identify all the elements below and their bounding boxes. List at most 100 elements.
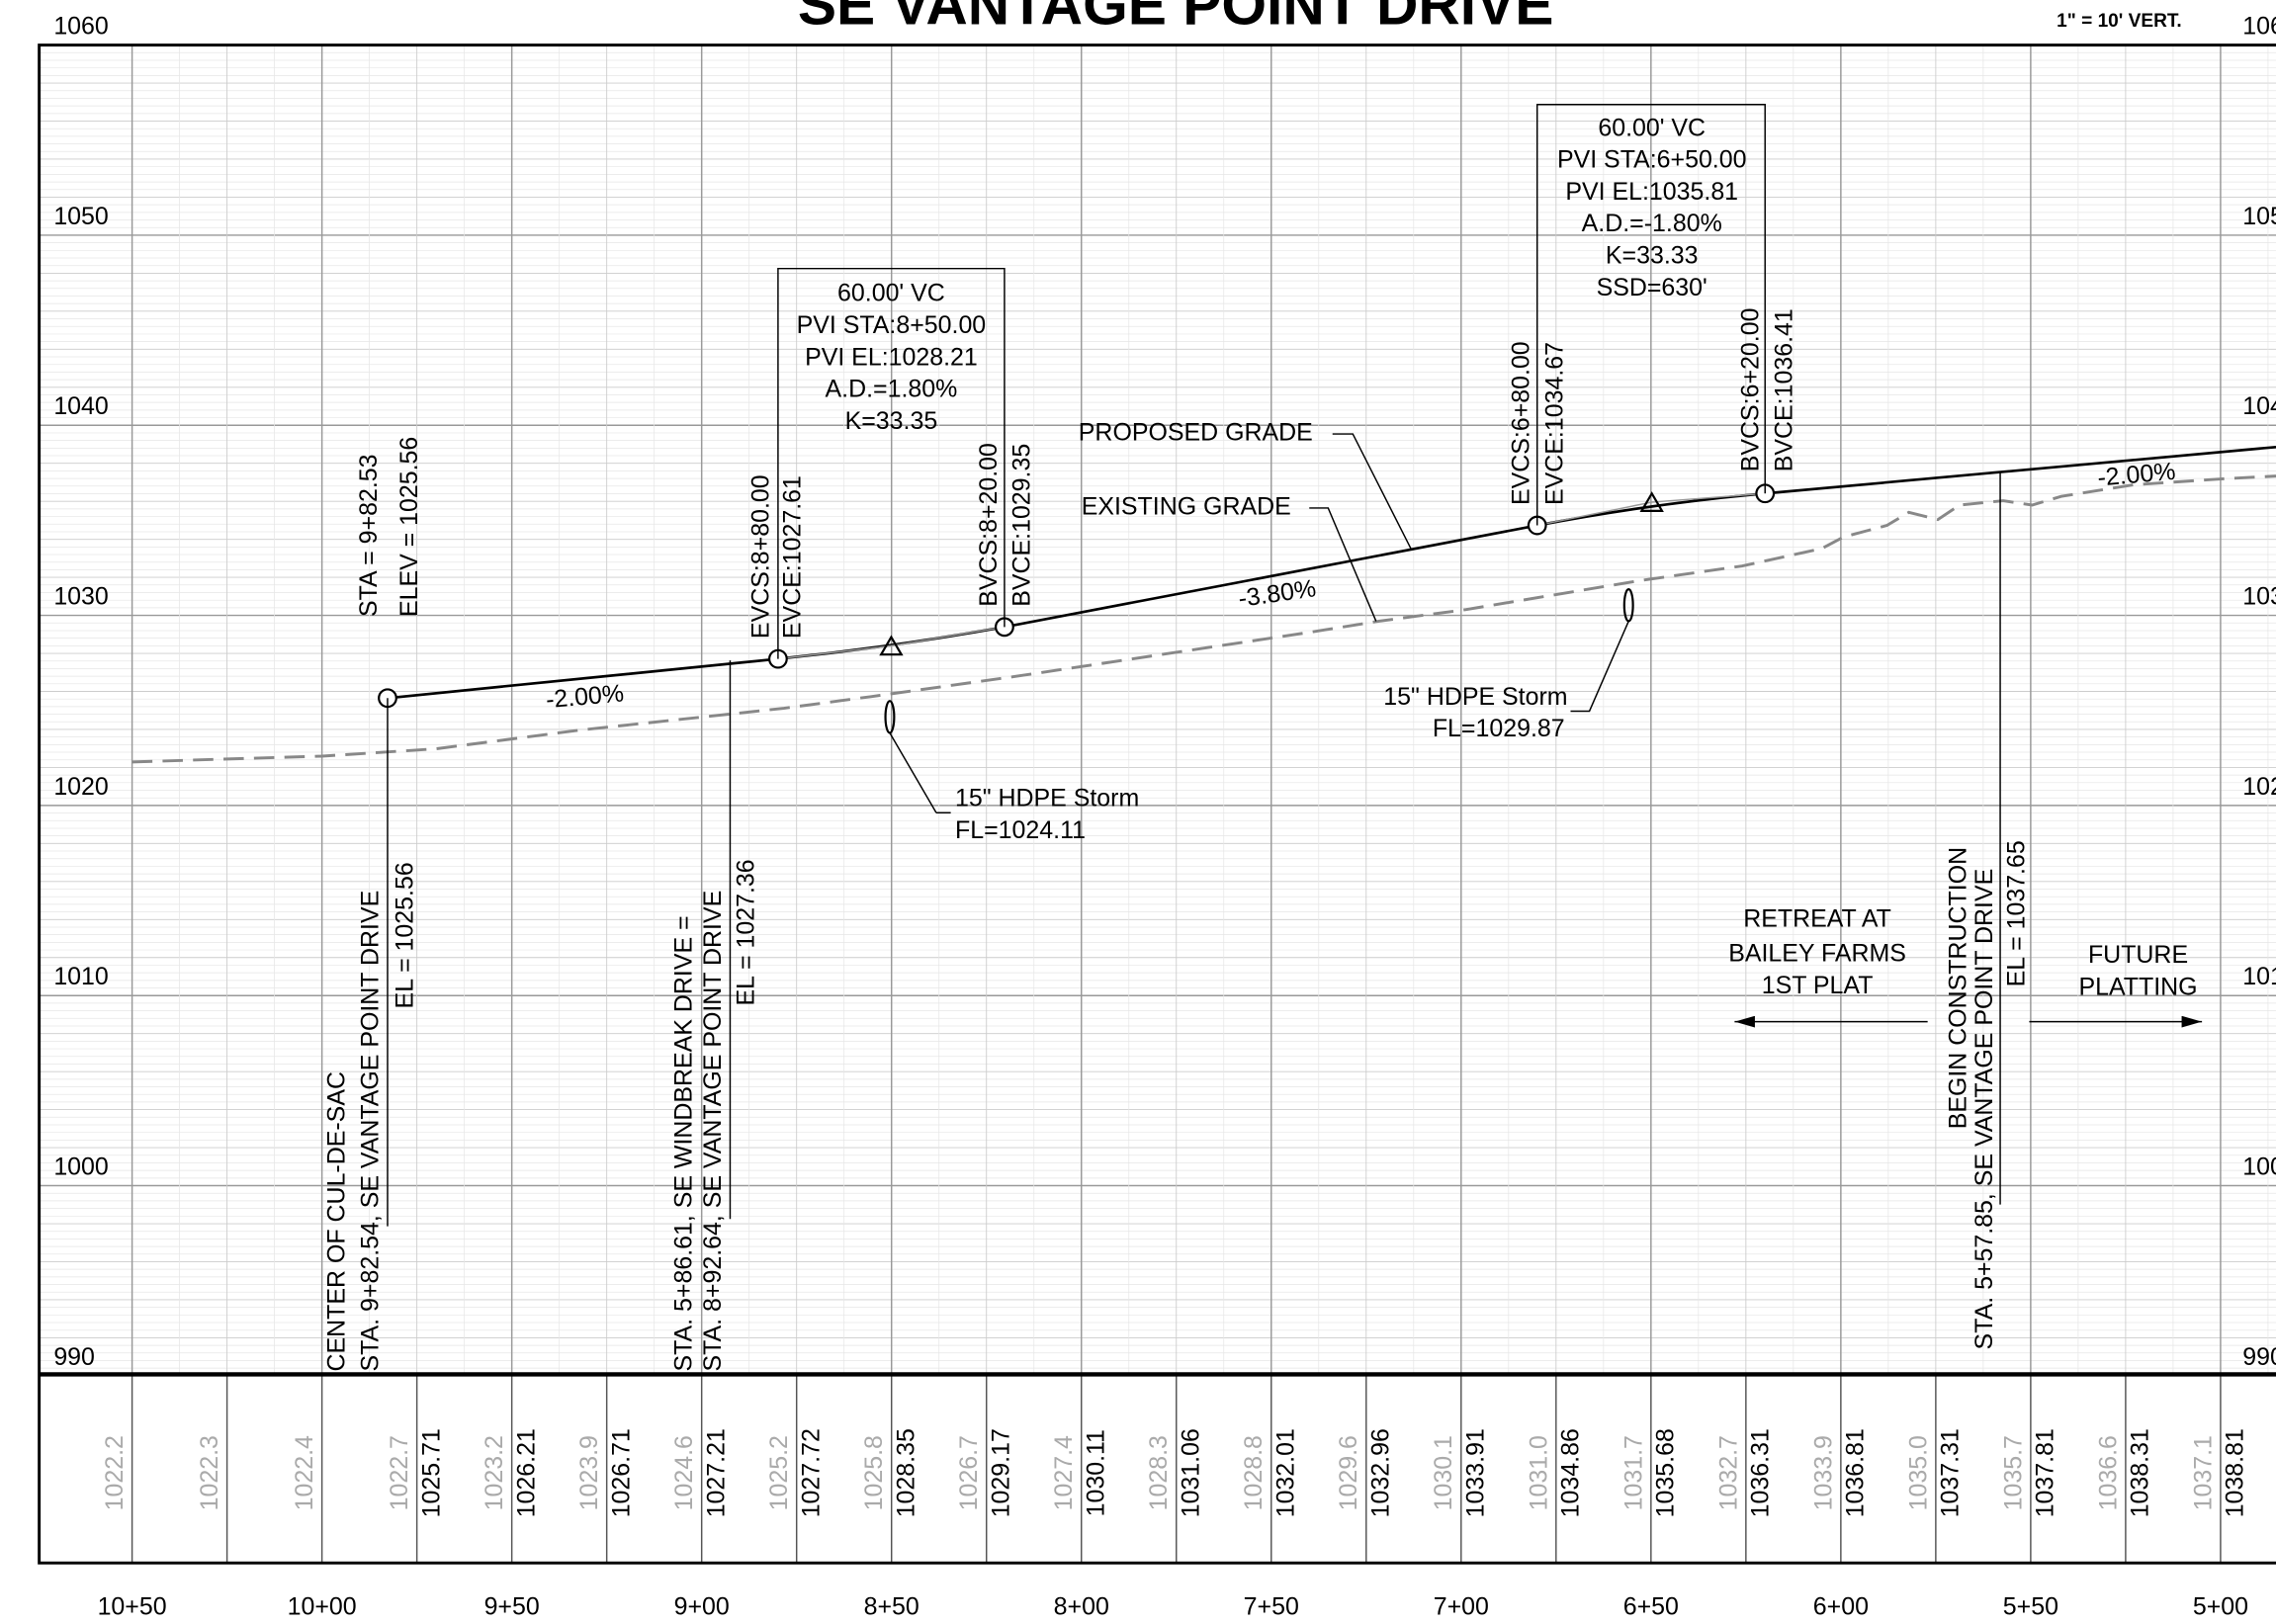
existing-elevation: 1035.7: [1999, 1435, 2027, 1510]
frame: [38, 43, 2276, 1565]
existing-elevation: 1028.3: [1145, 1435, 1173, 1510]
elevation-label: 1050: [2242, 203, 2276, 230]
rotated-label: BVCE:1036.41: [1770, 308, 1797, 471]
existing-elevation: 1036.6: [2094, 1435, 2122, 1510]
proposed-elevation: 1037.31: [1937, 1428, 1965, 1517]
rotated-label: STA. 5+86.61, SE WINDBREAK DRIVE =: [670, 915, 698, 1371]
elevation-label: 1010: [53, 963, 108, 990]
vc-box: [1535, 104, 1766, 526]
elevation-label: 1040: [53, 392, 108, 420]
proposed-elevation: 1036.31: [1747, 1428, 1775, 1517]
existing-elevation: 1023.9: [575, 1435, 603, 1510]
existing-elevation: 1026.7: [955, 1435, 983, 1510]
rotated-label: EL = 1027.36: [733, 859, 760, 1005]
elevation-label: 1030: [53, 583, 108, 611]
vc-label: PVI EL:1035.81: [1565, 178, 1738, 206]
rotated-label: ELEV = 1025.56: [395, 437, 423, 617]
label: FL=1024.11: [955, 816, 1086, 844]
station-label: 5+50: [2003, 1592, 2058, 1620]
elevation-label: 990: [53, 1343, 95, 1371]
rotated-label: BVCS:8+20.00: [975, 443, 1003, 607]
label: EXISTING GRADE: [1082, 493, 1291, 521]
rotated-label: BVCS:6+20.00: [1737, 308, 1765, 472]
elevation-label: 1060: [2242, 13, 2276, 41]
proposed-elevation: 1033.91: [1462, 1428, 1490, 1517]
existing-elevation: 1032.7: [1714, 1435, 1742, 1510]
leader: [889, 732, 951, 813]
title: SE VANTAGE POINT DRIVE: [798, 0, 1554, 37]
elevation-label: 1010: [2242, 963, 2276, 990]
rotated-label: EVCS:8+80.00: [746, 474, 774, 639]
label: PLATTING: [2078, 973, 2197, 1000]
label: 1ST PLAT: [1762, 972, 1874, 999]
existing-elevation: 1029.6: [1335, 1435, 1362, 1510]
elevation-label: 1040: [2242, 392, 2276, 420]
vc-label: K=33.35: [845, 407, 938, 435]
existing-grade: [131, 474, 2276, 764]
label: FL=1029.87: [1433, 715, 1565, 742]
label: BAILEY FARMS: [1728, 940, 1906, 968]
station-label: 5+00: [2193, 1592, 2248, 1620]
proposed-elevation: 1034.86: [1557, 1428, 1585, 1517]
proposed-elevation: 1025.71: [417, 1428, 445, 1517]
existing-elevation: 1023.2: [481, 1435, 508, 1510]
elevation-label: 1000: [53, 1154, 108, 1181]
proposed-elevation: 1031.06: [1178, 1428, 1205, 1517]
grid: [39, 44, 2276, 1375]
rotated-label: EVCS:6+80.00: [1508, 341, 1535, 505]
leader: [1309, 507, 1377, 622]
proposed-elevation: 1027.72: [797, 1428, 825, 1517]
proposed-elevation: 1026.71: [607, 1428, 635, 1517]
elevation-label: 1030: [2242, 583, 2276, 611]
proposed-elevation: 1032.96: [1367, 1428, 1395, 1517]
proposed-elevation: 1030.11: [1082, 1429, 1109, 1516]
station-label: 8+50: [864, 1592, 919, 1620]
station-label: 7+00: [1434, 1592, 1489, 1620]
rotated-label: BVCE:1029.35: [1008, 444, 1036, 607]
proposed-elevation: 1028.35: [892, 1428, 919, 1517]
scale: 1" = 10' VERT.: [2057, 11, 2182, 32]
existing-elevation: 1031.7: [1619, 1435, 1647, 1510]
existing-elevation: 1031.0: [1525, 1435, 1552, 1510]
station-label: 8+00: [1054, 1592, 1109, 1620]
leader: [1332, 433, 1412, 550]
existing-elevation: 1025.8: [860, 1435, 888, 1510]
proposed-elevation: 1027.21: [702, 1428, 730, 1517]
proposed-elevation: 1035.68: [1652, 1428, 1680, 1517]
label: FUTURE: [2088, 941, 2188, 969]
vc-label: K=33.33: [1606, 242, 1699, 270]
existing-elevation: 1027.4: [1050, 1435, 1078, 1510]
existing-elevation: 1037.1: [2189, 1435, 2217, 1510]
annotations: SE VANTAGE POINT DRIVE 1" = 10' VERT. -2…: [323, 0, 2198, 1371]
station-label: 6+50: [1623, 1592, 1679, 1620]
existing-elevation: 1033.9: [1809, 1435, 1837, 1510]
proposed-elevation: 1038.31: [2127, 1428, 2154, 1517]
proposed-elevation: 1037.81: [2032, 1428, 2059, 1517]
label: 15" HDPE Storm: [955, 785, 1139, 812]
existing-elevation: 1022.3: [196, 1435, 223, 1510]
station-label: 6+00: [1813, 1592, 1869, 1620]
rotated-label: STA = 9+82.53: [355, 455, 383, 618]
proposed-elevation: 1026.21: [512, 1428, 540, 1517]
rotated-label: CENTER OF CUL-DE-SAC: [323, 1071, 351, 1371]
vc-chord: [777, 492, 1766, 660]
existing-elevation: 1022.7: [386, 1435, 413, 1510]
proposed-elevation: 1029.17: [987, 1428, 1014, 1517]
existing-elevation: 1035.0: [1904, 1435, 1932, 1510]
existing-elevation: 1022.4: [291, 1435, 318, 1510]
proposed-elevation: 1038.81: [2222, 1428, 2249, 1517]
station-label: 10+50: [98, 1592, 167, 1620]
station-label: 10+00: [288, 1592, 357, 1620]
rotated-label: BEGIN CONSTRUCTION: [1945, 847, 1972, 1129]
storm-pipe: [1622, 588, 1634, 623]
station-label: 7+50: [1244, 1592, 1299, 1620]
existing-elevation: 1025.2: [765, 1435, 793, 1510]
station-label: 9+50: [484, 1592, 540, 1620]
elevation-label: 990: [2242, 1343, 2276, 1371]
existing-elevation: 1022.2: [101, 1435, 129, 1510]
vc-label: PVI STA:6+50.00: [1557, 146, 1747, 174]
vc-label: A.D.=-1.80%: [1582, 210, 1722, 237]
existing-elevation: 1024.6: [670, 1435, 698, 1510]
elevation-label: 1020: [53, 773, 108, 801]
